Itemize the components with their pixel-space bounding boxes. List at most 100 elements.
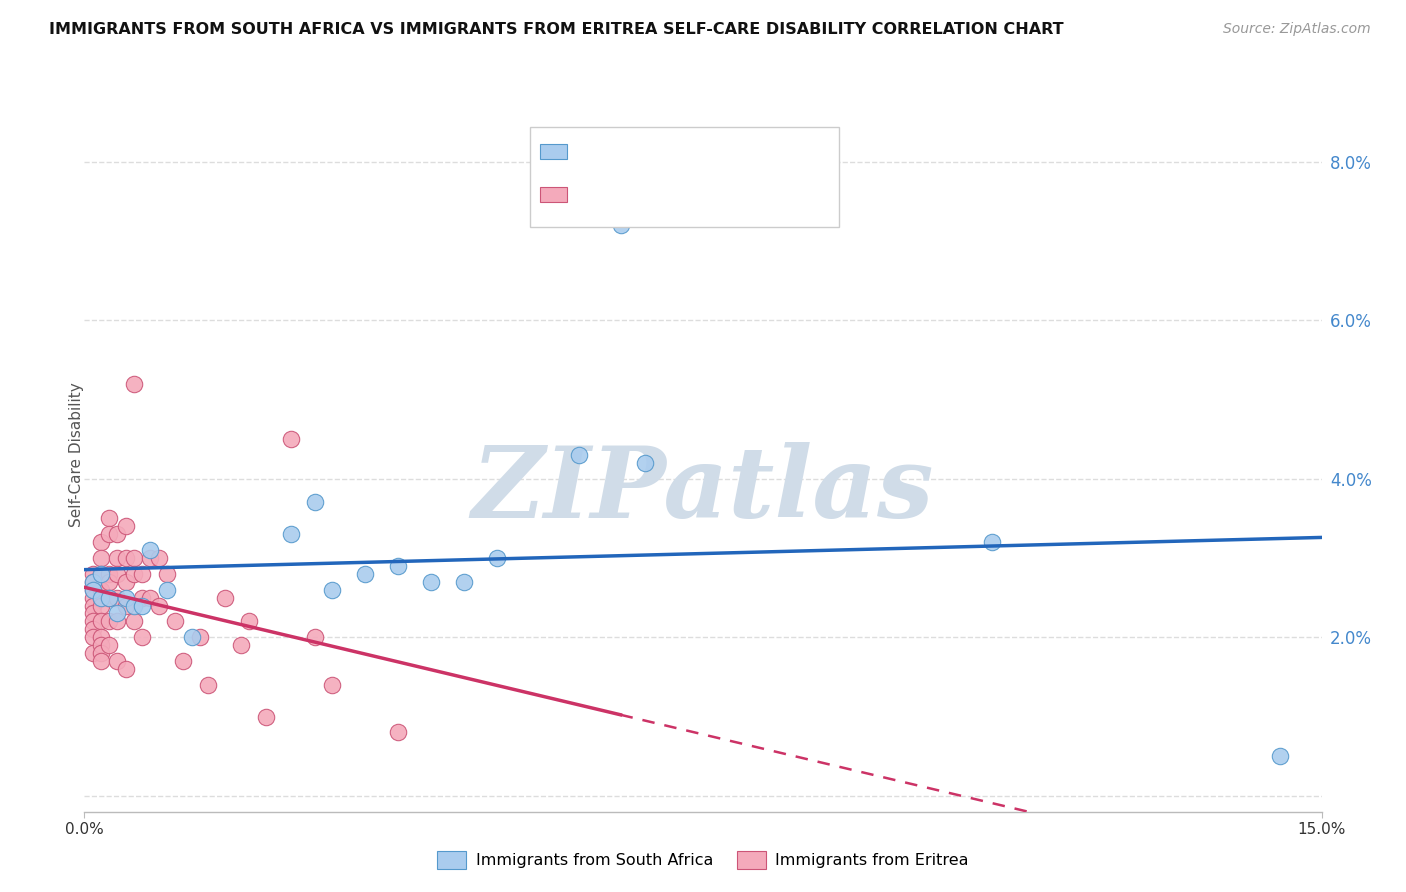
- Point: [98, 615, 121, 629]
- Point: [90, 566, 112, 581]
- Y-axis label: Self-Care Disability: Self-Care Disability: [69, 383, 83, 527]
- Point: [105, 591, 128, 605]
- Point: [568, 448, 591, 462]
- Point: [114, 551, 136, 566]
- Point: [105, 566, 128, 581]
- Point: [98, 591, 121, 605]
- Point: [82, 582, 104, 597]
- Point: [82, 607, 104, 621]
- Text: Source: ZipAtlas.com: Source: ZipAtlas.com: [1223, 22, 1371, 37]
- Point: [105, 607, 128, 621]
- FancyBboxPatch shape: [530, 127, 839, 227]
- Point: [280, 432, 302, 446]
- Point: [105, 551, 128, 566]
- Point: [238, 615, 260, 629]
- Point: [114, 591, 136, 605]
- Point: [148, 551, 170, 566]
- Point: [90, 646, 112, 660]
- Point: [82, 574, 104, 589]
- Point: [387, 558, 409, 573]
- Point: [122, 615, 145, 629]
- Point: [82, 599, 104, 613]
- Point: [148, 599, 170, 613]
- Point: [82, 615, 104, 629]
- Point: [90, 638, 112, 652]
- Point: [321, 582, 343, 597]
- FancyBboxPatch shape: [540, 186, 567, 202]
- Point: [114, 574, 136, 589]
- Point: [90, 535, 112, 549]
- Point: [254, 709, 277, 723]
- Point: [90, 591, 112, 605]
- Point: [139, 551, 162, 566]
- Point: [1270, 749, 1292, 764]
- Point: [105, 615, 128, 629]
- Point: [82, 566, 104, 581]
- Point: [156, 566, 179, 581]
- Point: [90, 654, 112, 668]
- Point: [139, 591, 162, 605]
- Point: [353, 566, 375, 581]
- Point: [188, 630, 211, 644]
- Point: [172, 654, 194, 668]
- Text: R =  0.117: R = 0.117: [579, 143, 679, 161]
- Point: [387, 725, 409, 739]
- Legend: Immigrants from South Africa, Immigrants from Eritrea: Immigrants from South Africa, Immigrants…: [430, 845, 976, 875]
- Point: [304, 630, 326, 644]
- Point: [304, 495, 326, 509]
- Point: [82, 623, 104, 637]
- Point: [90, 599, 112, 613]
- Text: R = -0.210: R = -0.210: [579, 186, 679, 203]
- Point: [609, 218, 631, 232]
- Point: [180, 630, 202, 644]
- Text: N = 63: N = 63: [697, 186, 756, 203]
- Point: [90, 551, 112, 566]
- Text: ZIPatlas: ZIPatlas: [472, 442, 934, 539]
- Point: [114, 662, 136, 676]
- Point: [98, 591, 121, 605]
- Point: [98, 574, 121, 589]
- Point: [634, 456, 657, 470]
- Point: [114, 599, 136, 613]
- Point: [82, 574, 104, 589]
- Point: [453, 574, 475, 589]
- Point: [131, 566, 153, 581]
- Point: [90, 566, 112, 581]
- Point: [105, 654, 128, 668]
- Point: [139, 543, 162, 558]
- Point: [122, 566, 145, 581]
- Point: [98, 511, 121, 525]
- Point: [82, 591, 104, 605]
- Point: [82, 630, 104, 644]
- Point: [122, 376, 145, 391]
- Point: [131, 599, 153, 613]
- Text: N = 25: N = 25: [697, 143, 756, 161]
- Point: [90, 630, 112, 644]
- Point: [98, 527, 121, 541]
- Point: [165, 615, 187, 629]
- Point: [980, 535, 1002, 549]
- Point: [321, 678, 343, 692]
- Point: [280, 527, 302, 541]
- Point: [197, 678, 219, 692]
- Point: [114, 519, 136, 533]
- Point: [105, 527, 128, 541]
- Point: [82, 646, 104, 660]
- Point: [156, 582, 179, 597]
- Point: [82, 582, 104, 597]
- Point: [98, 566, 121, 581]
- Point: [122, 599, 145, 613]
- Point: [229, 638, 252, 652]
- Point: [90, 591, 112, 605]
- FancyBboxPatch shape: [540, 144, 567, 160]
- Point: [90, 615, 112, 629]
- Text: IMMIGRANTS FROM SOUTH AFRICA VS IMMIGRANTS FROM ERITREA SELF-CARE DISABILITY COR: IMMIGRANTS FROM SOUTH AFRICA VS IMMIGRAN…: [49, 22, 1064, 37]
- Point: [419, 574, 441, 589]
- Point: [485, 551, 508, 566]
- Point: [131, 591, 153, 605]
- Point: [90, 582, 112, 597]
- Point: [122, 551, 145, 566]
- Point: [98, 638, 121, 652]
- Point: [131, 630, 153, 644]
- Point: [214, 591, 236, 605]
